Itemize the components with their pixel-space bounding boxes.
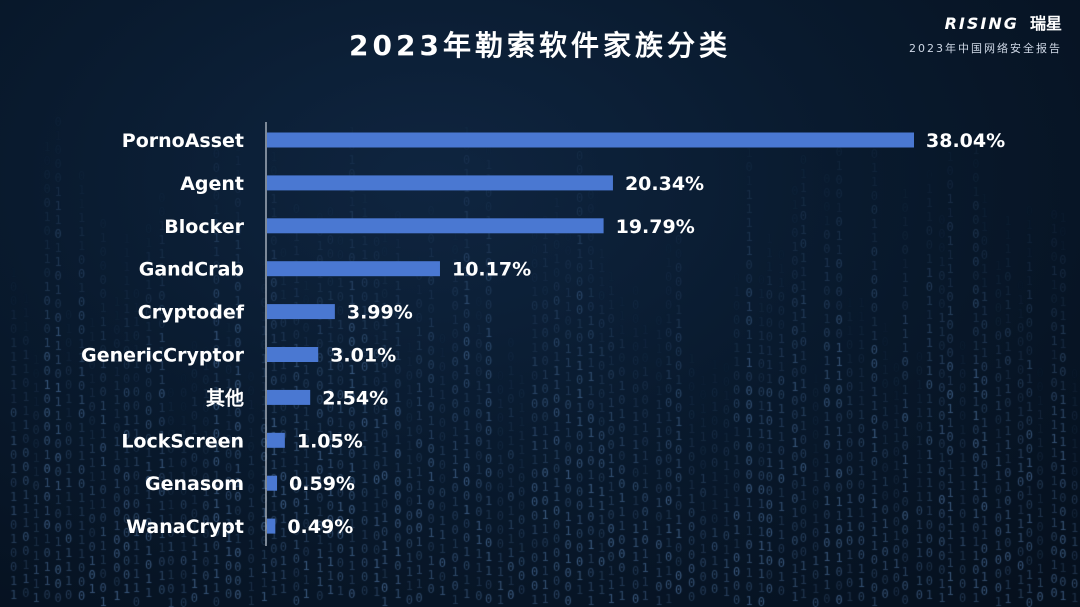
- value-label: 19.79%: [616, 216, 695, 238]
- category-label: LockScreen: [121, 430, 244, 452]
- brand-block: RISING 瑞星 2023年中国网络安全报告: [909, 10, 1062, 56]
- value-label: 10.17%: [452, 259, 531, 281]
- bar-2: [267, 218, 604, 234]
- category-label: Agent: [180, 173, 244, 195]
- brand-subtitle: 2023年中国网络安全报告: [909, 42, 1062, 55]
- value-label: 0.49%: [287, 516, 353, 538]
- value-label: 20.34%: [625, 173, 704, 195]
- page-title: 2023年勒索软件家族分类: [349, 29, 731, 62]
- bar-6: [267, 389, 311, 405]
- category-label: PornoAsset: [122, 130, 244, 152]
- bar-1: [267, 175, 613, 191]
- category-label: Genasom: [145, 473, 244, 495]
- bar-3: [267, 261, 440, 277]
- category-label: GenericCryptor: [81, 345, 244, 367]
- value-label: 2.54%: [322, 387, 388, 409]
- value-label: 38.04%: [926, 130, 1005, 152]
- bar-0: [267, 132, 914, 148]
- value-label: 1.05%: [297, 430, 363, 452]
- category-label: GandCrab: [139, 259, 244, 281]
- category-label: Cryptodef: [138, 302, 245, 324]
- bar-9: [267, 518, 276, 534]
- bar-7: [267, 432, 285, 448]
- value-label: 3.01%: [330, 345, 396, 367]
- brand-logo: RISING: [944, 14, 1019, 33]
- category-label: WanaCrypt: [126, 516, 244, 538]
- brand-name-cn: 瑞星: [1029, 14, 1062, 33]
- bar-4: [267, 304, 335, 320]
- bar-5: [267, 347, 319, 362]
- value-label: 0.59%: [289, 473, 355, 495]
- value-label: 3.99%: [347, 302, 413, 324]
- bar-8: [267, 475, 278, 491]
- category-label: 其他: [206, 386, 244, 409]
- category-label: Blocker: [164, 216, 244, 238]
